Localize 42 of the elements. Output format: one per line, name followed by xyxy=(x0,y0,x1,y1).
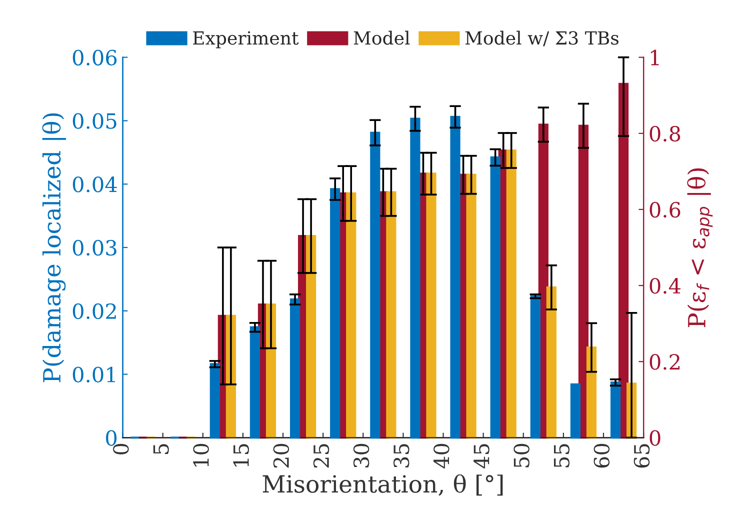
x-tick-label: 25 xyxy=(313,444,330,468)
x-tick-label: 50 xyxy=(514,444,530,468)
x-tick-label: 35 xyxy=(393,444,410,468)
bar xyxy=(426,172,436,439)
y-tick-label: 0.06 xyxy=(72,50,117,66)
y2-tick-label: 0.6 xyxy=(650,202,680,218)
legend-label: Model xyxy=(354,30,410,45)
x-tick-label: 20 xyxy=(273,444,290,468)
legend-label: Model w/ Σ3 TBs xyxy=(465,30,618,46)
x-tick-label: 45 xyxy=(474,444,490,468)
bar xyxy=(306,235,316,439)
y2-tick-label: 0.8 xyxy=(650,126,680,142)
bar xyxy=(466,174,476,439)
x-tick-label: 30 xyxy=(353,444,370,468)
y-tick-label: 0.05 xyxy=(72,113,116,129)
x-tick-label: 65 xyxy=(634,444,650,468)
y-axis-title: P(damage localized |θ) xyxy=(42,113,66,382)
y-tick-label: 0.01 xyxy=(72,366,115,382)
bar xyxy=(506,149,516,439)
bar xyxy=(266,303,276,439)
bar xyxy=(546,286,556,439)
x-tick-label: 60 xyxy=(594,444,610,468)
x-tick-label: 55 xyxy=(554,444,570,468)
y-tick-label: 0.03 xyxy=(72,240,116,256)
y2-axis-title: P(ε$_{f}$ < ε$_{app}$ |θ) xyxy=(687,168,713,328)
y-tick-label: 0.02 xyxy=(72,303,116,320)
y2-tick-label: 0.2 xyxy=(650,354,680,370)
x-axis-title: Misorientation, θ [°] xyxy=(262,474,503,496)
bar xyxy=(610,381,621,439)
bar xyxy=(570,383,581,439)
legend-label: Experiment xyxy=(193,31,299,48)
y2-tick-label: 0.4 xyxy=(650,278,681,294)
y2-tick-label: 1 xyxy=(650,50,659,66)
y-tick-label: 0.04 xyxy=(72,176,117,192)
x-tick-label: 40 xyxy=(434,444,450,468)
bar xyxy=(346,192,356,439)
x-tick-label: 0 xyxy=(113,444,129,454)
x-tick-label: 10 xyxy=(193,444,209,466)
x-tick-label: 5 xyxy=(153,444,169,454)
bar xyxy=(586,346,597,439)
bar xyxy=(386,191,396,439)
x-tick-label: 15 xyxy=(233,444,249,466)
